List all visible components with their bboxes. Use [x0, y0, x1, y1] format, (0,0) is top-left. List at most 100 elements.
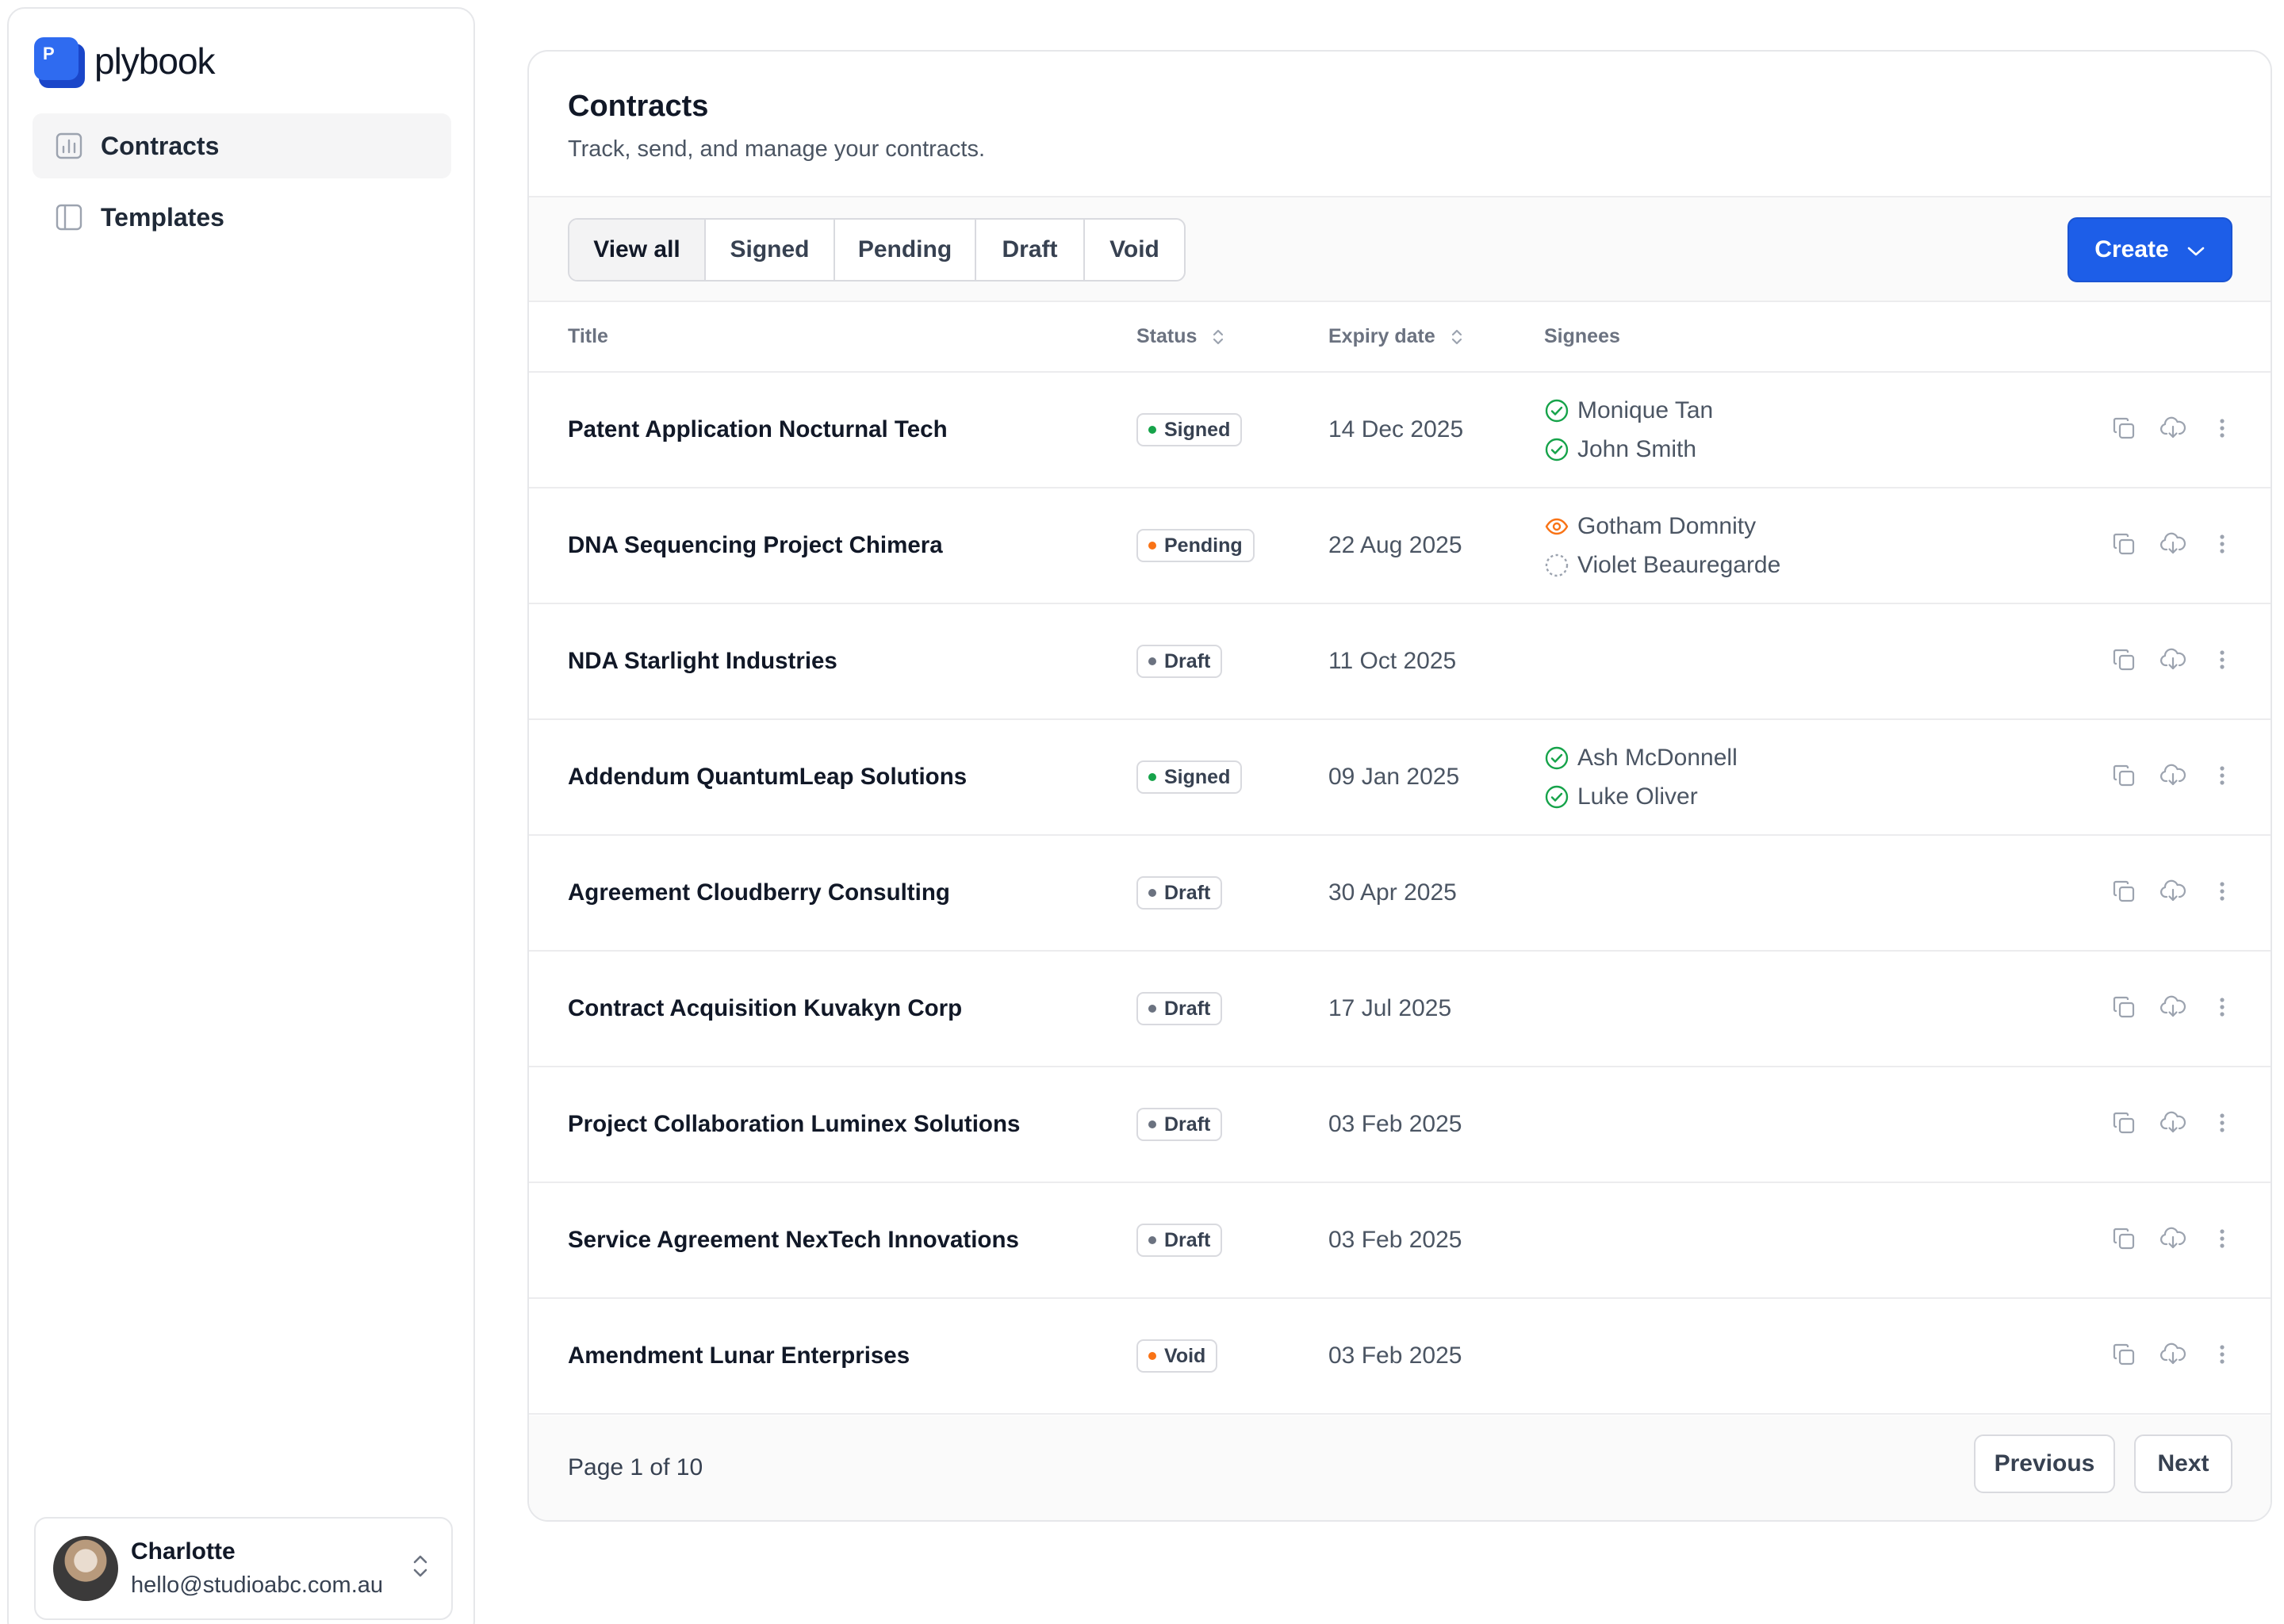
more-vertical-icon[interactable]: [2209, 415, 2236, 442]
expiry-date: 03 Feb 2025: [1328, 1342, 1462, 1369]
contract-title[interactable]: DNA Sequencing Project Chimera: [568, 532, 943, 558]
status-dot: [1148, 426, 1156, 434]
download-icon[interactable]: [2159, 1225, 2186, 1252]
toolbar: View all Signed Pending Draft Void Creat…: [529, 197, 2271, 302]
more-vertical-icon[interactable]: [2209, 878, 2236, 905]
status-label: Draft: [1164, 881, 1211, 904]
signees-cell: Monique Tan John Smith: [1544, 372, 2099, 488]
download-icon[interactable]: [2159, 994, 2186, 1021]
contract-title[interactable]: Patent Application Nocturnal Tech: [568, 416, 948, 442]
sort-icon: [1213, 330, 1224, 345]
copy-icon[interactable]: [2110, 415, 2137, 442]
more-vertical-icon[interactable]: [2209, 762, 2236, 789]
more-vertical-icon[interactable]: [2209, 994, 2236, 1021]
status-dot: [1148, 1236, 1156, 1244]
contract-title[interactable]: Contract Acquisition Kuvakyn Corp: [568, 995, 963, 1021]
check-circle-icon: [1544, 784, 1569, 810]
status-label: Void: [1164, 1344, 1206, 1367]
status-label: Signed: [1164, 418, 1231, 441]
copy-icon[interactable]: [2110, 994, 2137, 1021]
next-button[interactable]: Next: [2134, 1434, 2232, 1493]
layout-icon: [55, 203, 83, 232]
copy-icon[interactable]: [2110, 646, 2137, 673]
copy-icon[interactable]: [2110, 1341, 2137, 1368]
status-dot: [1148, 889, 1156, 897]
more-vertical-icon[interactable]: [2209, 1109, 2236, 1136]
table-row[interactable]: NDA Starlight Industries Draft 11 Oct 2025: [529, 603, 2271, 719]
sidebar-item-templates[interactable]: Templates: [33, 185, 451, 250]
check-circle-icon: [1544, 437, 1569, 462]
status-dot: [1148, 1005, 1156, 1013]
expiry-date: 09 Jan 2025: [1328, 764, 1460, 790]
download-icon[interactable]: [2159, 415, 2186, 442]
table-row[interactable]: DNA Sequencing Project Chimera Pending 22 …: [529, 488, 2271, 603]
table-row[interactable]: Patent Application Nocturnal Tech Signed 1…: [529, 372, 2271, 488]
tab-view-all[interactable]: View all: [569, 220, 706, 280]
sidebar-item-label: Contracts: [101, 131, 220, 160]
contract-title[interactable]: Amendment Lunar Enterprises: [568, 1342, 910, 1369]
sidebar-item-contracts[interactable]: Contracts: [33, 113, 451, 178]
more-vertical-icon[interactable]: [2209, 1225, 2236, 1252]
filter-tabs: View all Signed Pending Draft Void: [568, 218, 1186, 282]
contract-title[interactable]: NDA Starlight Industries: [568, 648, 837, 674]
table-header-row: Title Status Expiry date Signees: [529, 302, 2271, 372]
download-icon[interactable]: [2159, 1109, 2186, 1136]
download-icon[interactable]: [2159, 1341, 2186, 1368]
create-button[interactable]: Create: [2067, 217, 2232, 282]
sidebar-item-label: Templates: [101, 202, 224, 232]
copy-icon[interactable]: [2110, 1225, 2137, 1252]
table-row[interactable]: Addendum QuantumLeap Solutions Signed 09 J…: [529, 719, 2271, 835]
expiry-date: 11 Oct 2025: [1328, 648, 1457, 674]
download-icon[interactable]: [2159, 762, 2186, 789]
status-label: Draft: [1164, 1113, 1211, 1136]
status-label: Signed: [1164, 765, 1231, 788]
column-header-signees: Signees: [1544, 325, 1620, 347]
page-indicator: Page 1 of 10: [568, 1454, 703, 1480]
contract-title[interactable]: Project Collaboration Luminex Solutions: [568, 1111, 1021, 1137]
status-badge: Draft: [1136, 1108, 1223, 1141]
signee: Luke Oliver: [1544, 777, 2099, 816]
contract-title[interactable]: Agreement Cloudberry Consulting: [568, 879, 950, 906]
signees-cell: [1544, 1298, 2099, 1414]
column-header-status[interactable]: Status: [1136, 302, 1328, 372]
brand[interactable]: P plybook: [34, 37, 216, 88]
tab-void[interactable]: Void: [1109, 236, 1159, 262]
tab-draft[interactable]: Draft: [976, 220, 1085, 280]
brand-name: plybook: [94, 40, 216, 82]
copy-icon[interactable]: [2110, 1109, 2137, 1136]
sidebar: P plybook Contracts Templat: [7, 7, 475, 1624]
download-icon[interactable]: [2159, 878, 2186, 905]
tab-signed[interactable]: Signed: [706, 220, 835, 280]
more-vertical-icon[interactable]: [2209, 1341, 2236, 1368]
download-icon[interactable]: [2159, 530, 2186, 557]
table-row[interactable]: Contract Acquisition Kuvakyn Corp Draft 17…: [529, 951, 2271, 1067]
chart-icon: [55, 132, 83, 160]
signee: Ash McDonnell: [1544, 738, 2099, 777]
signee: Gotham Domnity: [1544, 507, 2099, 546]
user-email: hello@studioabc.com.au: [131, 1572, 384, 1598]
more-vertical-icon[interactable]: [2209, 530, 2236, 557]
table-row[interactable]: Project Collaboration Luminex Solutions D…: [529, 1067, 2271, 1182]
row-actions: [2110, 415, 2236, 442]
tab-pending[interactable]: Pending: [835, 220, 976, 280]
signees-cell: Ash McDonnell Luke Oliver: [1544, 719, 2099, 835]
contract-title[interactable]: Addendum QuantumLeap Solutions: [568, 764, 968, 790]
download-icon[interactable]: [2159, 646, 2186, 673]
sidebar-nav: Contracts Templates: [33, 113, 451, 256]
row-actions: [2110, 646, 2236, 673]
more-vertical-icon[interactable]: [2209, 646, 2236, 673]
copy-icon[interactable]: [2110, 530, 2137, 557]
table-row[interactable]: Amendment Lunar Enterprises Void 03 Feb 20…: [529, 1298, 2271, 1414]
signees-cell: [1544, 1067, 2099, 1182]
previous-button[interactable]: Previous: [1974, 1434, 2115, 1493]
signees-cell: [1544, 951, 2099, 1067]
column-header-expiry[interactable]: Expiry date: [1328, 302, 1544, 372]
table-row[interactable]: Agreement Cloudberry Consulting Draft 30 A…: [529, 835, 2271, 951]
copy-icon[interactable]: [2110, 762, 2137, 789]
pagination: Page 1 of 10 Previous Next: [529, 1415, 2271, 1520]
account-switcher[interactable]: Charlotte hello@studioabc.com.au: [34, 1517, 453, 1620]
expiry-date: 30 Apr 2025: [1328, 879, 1457, 906]
contract-title[interactable]: Service Agreement NexTech Innovations: [568, 1227, 1019, 1253]
copy-icon[interactable]: [2110, 878, 2137, 905]
table-row[interactable]: Service Agreement NexTech Innovations Dra…: [529, 1182, 2271, 1298]
